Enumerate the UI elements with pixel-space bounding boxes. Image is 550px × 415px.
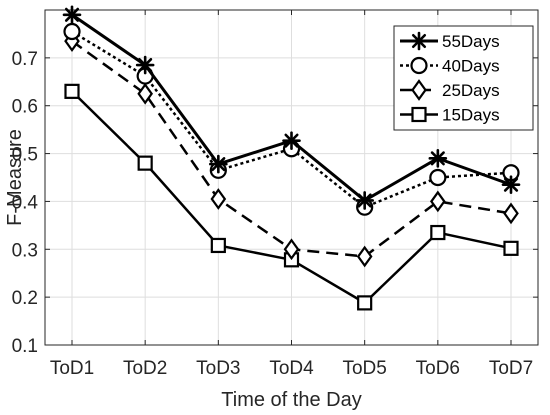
- data-point-15days: [137, 155, 153, 171]
- data-point-40days: [429, 168, 447, 187]
- x-tick-label: ToD5: [342, 358, 386, 379]
- data-point-15days: [210, 237, 226, 254]
- tick-labels: 0.1 0.2 0.3 0.4 0.5 0.6 0.7 ToD1 ToD2 ToD3 ToD4 ToD…: [12, 49, 534, 379]
- marker-stroke: [211, 157, 226, 172]
- marker-stroke: [357, 193, 372, 208]
- x-tick-label: ToD2: [123, 358, 167, 379]
- series-25days: [64, 30, 519, 268]
- x-tick-label: ToD7: [489, 358, 533, 379]
- y-tick-label: 0.3: [12, 240, 38, 261]
- y-tick-label: 0.6: [12, 97, 38, 118]
- data-point-55days: [282, 131, 301, 150]
- y-tick-label: 0.7: [12, 49, 38, 70]
- x-tick-label: ToD6: [416, 358, 460, 379]
- legend-label: 40Days: [442, 57, 500, 76]
- y-tick-label: 0.4: [12, 192, 39, 213]
- data-point-55days: [355, 191, 374, 210]
- legend-marker: [411, 79, 427, 101]
- data-point-55days: [135, 55, 155, 75]
- x-tick-label: ToD3: [196, 358, 240, 379]
- y-tick-label: 0.1: [12, 336, 38, 357]
- legend-marker: [410, 56, 428, 75]
- legend-item-15days: 15Days: [400, 106, 500, 125]
- x-tick-label: ToD1: [50, 358, 94, 379]
- series-group: [62, 5, 521, 311]
- marker-stroke: [138, 57, 153, 73]
- marker-stroke: [503, 177, 519, 192]
- axes: [44, 9, 539, 346]
- data-point-25days: [429, 190, 446, 213]
- data-point-25days: [503, 202, 519, 225]
- legend-item-40days: 40Days: [400, 57, 500, 76]
- series-55days: [62, 5, 521, 210]
- marker-stroke: [64, 7, 80, 22]
- data-point-15days: [357, 295, 373, 311]
- y-tick-label: 0.2: [12, 288, 38, 309]
- data-point-55days: [501, 175, 521, 194]
- x-tick-label: ToD4: [269, 358, 314, 379]
- data-point-15days: [503, 240, 519, 256]
- x-axis-title: Time of the Day: [221, 389, 361, 411]
- legend-item-55days: 55Days: [400, 31, 500, 51]
- legend-marker: [411, 106, 427, 123]
- data-point-25days: [137, 82, 154, 105]
- data-point-40days: [63, 22, 81, 41]
- data-point-55days: [428, 149, 448, 168]
- legend-marker: [409, 31, 429, 51]
- legend-label: 55Days: [442, 32, 500, 51]
- marker-stroke: [430, 151, 445, 166]
- marker-stroke: [284, 133, 299, 148]
- data-point-25days: [210, 188, 227, 210]
- data-point-55days: [62, 5, 82, 25]
- legend-label: 15Days: [442, 106, 500, 125]
- legend-label: 25Days: [442, 81, 500, 100]
- legend: 55Days 40Days 25Days 15Days: [393, 25, 534, 131]
- data-point-25days: [283, 238, 300, 261]
- marker-stroke: [411, 33, 427, 49]
- legend-item-25days: 25Days: [400, 79, 500, 101]
- y-tick-label: 0.5: [12, 145, 38, 166]
- y-axis-title: F-Measure: [4, 129, 26, 226]
- data-point-25days: [356, 245, 373, 268]
- data-point-55days: [209, 154, 228, 174]
- data-point-15days: [64, 83, 80, 99]
- data-point-15days: [430, 224, 446, 241]
